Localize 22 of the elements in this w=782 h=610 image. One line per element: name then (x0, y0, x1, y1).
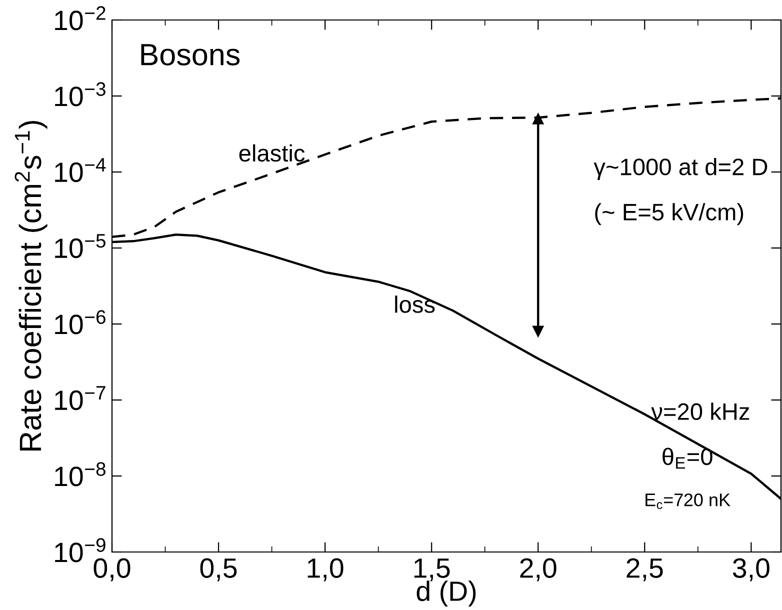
y-tick-label: 10$^{−8}$ (55, 462, 106, 486)
y-tick-label: 10$^{−2}$ (55, 6, 106, 30)
x-tick-label: 2,5 (626, 558, 663, 582)
annotation: (~ E=5 kV/cm) (595, 203, 744, 226)
x-tick-label: 0,5 (200, 558, 237, 582)
annotation: γ~1000 at d=2 D (594, 158, 768, 180)
x-tick-label: 1,0 (308, 558, 344, 582)
y-tick-label: 10$^{−5}$ (55, 234, 106, 258)
x-tick-label: 2,0 (520, 558, 556, 582)
y-tick-label: 10$^{−3}$ (55, 82, 106, 106)
y-axis-title: Rate coefficient (cm$^{2}$s$^{−1}$) (14, 120, 48, 450)
x-axis-title: d (D) (416, 580, 476, 607)
x-tick-label: 1,5 (414, 558, 450, 582)
annotation: ν=20 kHz (651, 402, 750, 420)
annotation: E$_{c}$=720 nK (646, 493, 730, 510)
x-tick-label: 3,0 (732, 558, 770, 582)
annotation: elastic (239, 144, 305, 162)
y-tick-label: 10$^{−7}$ (55, 386, 106, 410)
annotation: loss (395, 296, 435, 313)
y-tick-label: 10$^{−4}$ (55, 158, 106, 182)
y-tick-label: 10$^{−6}$ (55, 310, 106, 334)
annotation: Bosons (141, 44, 240, 66)
